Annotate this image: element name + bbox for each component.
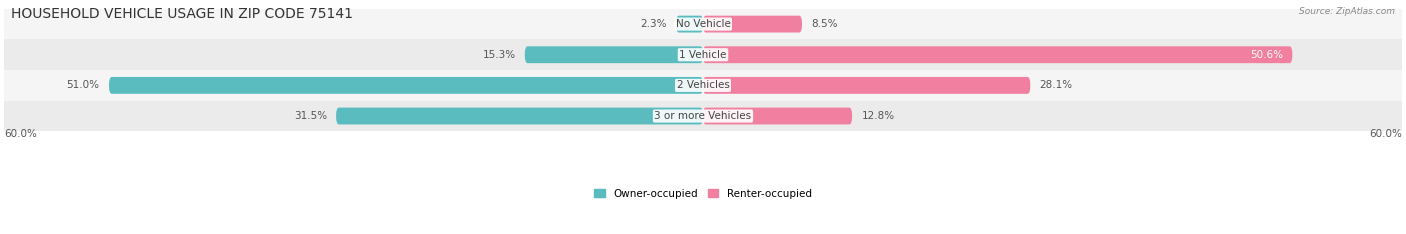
Text: 31.5%: 31.5%	[294, 111, 326, 121]
FancyBboxPatch shape	[336, 108, 703, 124]
Text: 60.0%: 60.0%	[1369, 129, 1402, 139]
FancyBboxPatch shape	[703, 77, 1031, 94]
Bar	[4, 101, 1402, 131]
Text: 51.0%: 51.0%	[66, 80, 100, 90]
Text: 1 Vehicle: 1 Vehicle	[679, 50, 727, 60]
FancyBboxPatch shape	[703, 46, 1292, 63]
Text: Source: ZipAtlas.com: Source: ZipAtlas.com	[1299, 7, 1395, 16]
Text: 8.5%: 8.5%	[811, 19, 838, 29]
Text: 28.1%: 28.1%	[1039, 80, 1073, 90]
Legend: Owner-occupied, Renter-occupied: Owner-occupied, Renter-occupied	[591, 185, 815, 203]
Bar	[4, 70, 1402, 101]
FancyBboxPatch shape	[676, 16, 703, 33]
Bar	[4, 9, 1402, 39]
Text: 3 or more Vehicles: 3 or more Vehicles	[654, 111, 752, 121]
Text: 2 Vehicles: 2 Vehicles	[676, 80, 730, 90]
Text: 15.3%: 15.3%	[482, 50, 516, 60]
FancyBboxPatch shape	[110, 77, 703, 94]
FancyBboxPatch shape	[524, 46, 703, 63]
Text: 50.6%: 50.6%	[1250, 50, 1284, 60]
Text: No Vehicle: No Vehicle	[675, 19, 731, 29]
FancyBboxPatch shape	[703, 108, 852, 124]
Text: HOUSEHOLD VEHICLE USAGE IN ZIP CODE 75141: HOUSEHOLD VEHICLE USAGE IN ZIP CODE 7514…	[11, 7, 353, 21]
Text: 2.3%: 2.3%	[640, 19, 666, 29]
Text: 60.0%: 60.0%	[4, 129, 37, 139]
FancyBboxPatch shape	[703, 16, 801, 33]
Text: 12.8%: 12.8%	[862, 111, 894, 121]
Bar	[4, 39, 1402, 70]
